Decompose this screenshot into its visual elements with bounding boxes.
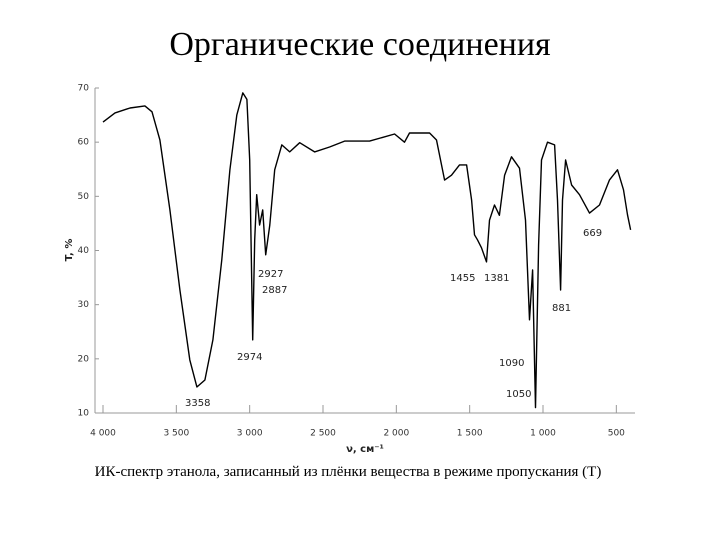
peak-label: 1381 — [484, 273, 509, 284]
peak-label: 669 — [583, 228, 602, 239]
x-axis-label: ν, см⁻¹ — [346, 444, 384, 455]
x-tick-label: 1 500 — [457, 429, 483, 439]
chart-title: Органические соединения — [169, 26, 551, 63]
y-tick-label: 10 — [78, 409, 90, 419]
x-tick-label: 3 000 — [237, 429, 263, 439]
peak-label: 3358 — [185, 398, 210, 409]
x-tick-label: 4 000 — [90, 429, 116, 439]
peak-label: 2887 — [262, 285, 287, 296]
x-tick-label: 1 000 — [530, 429, 556, 439]
peak-label: 881 — [552, 303, 571, 314]
x-tick-label: 2 500 — [310, 429, 336, 439]
spectrum-line — [102, 92, 632, 409]
peak-label: 1090 — [499, 358, 524, 369]
peak-label: 2974 — [237, 352, 262, 363]
x-tick-label: 3 500 — [163, 429, 189, 439]
y-axis-label: T, % — [64, 239, 75, 262]
y-tick-label: 70 — [78, 84, 90, 94]
peak-label: 1455 — [450, 273, 475, 284]
y-tick-label: 50 — [78, 192, 90, 202]
caption: ИК-спектр этанола, записанный из плёнки … — [95, 464, 602, 480]
y-tick-label: 20 — [78, 354, 90, 364]
y-tick-label: 30 — [78, 300, 90, 310]
peak-label: 1050 — [506, 389, 531, 400]
peak-label: 2927 — [258, 269, 283, 280]
y-tick-label: 60 — [78, 138, 90, 148]
y-tick-label: 40 — [78, 246, 90, 256]
x-tick-label: 500 — [608, 429, 625, 439]
x-tick-label: 2 000 — [383, 429, 409, 439]
